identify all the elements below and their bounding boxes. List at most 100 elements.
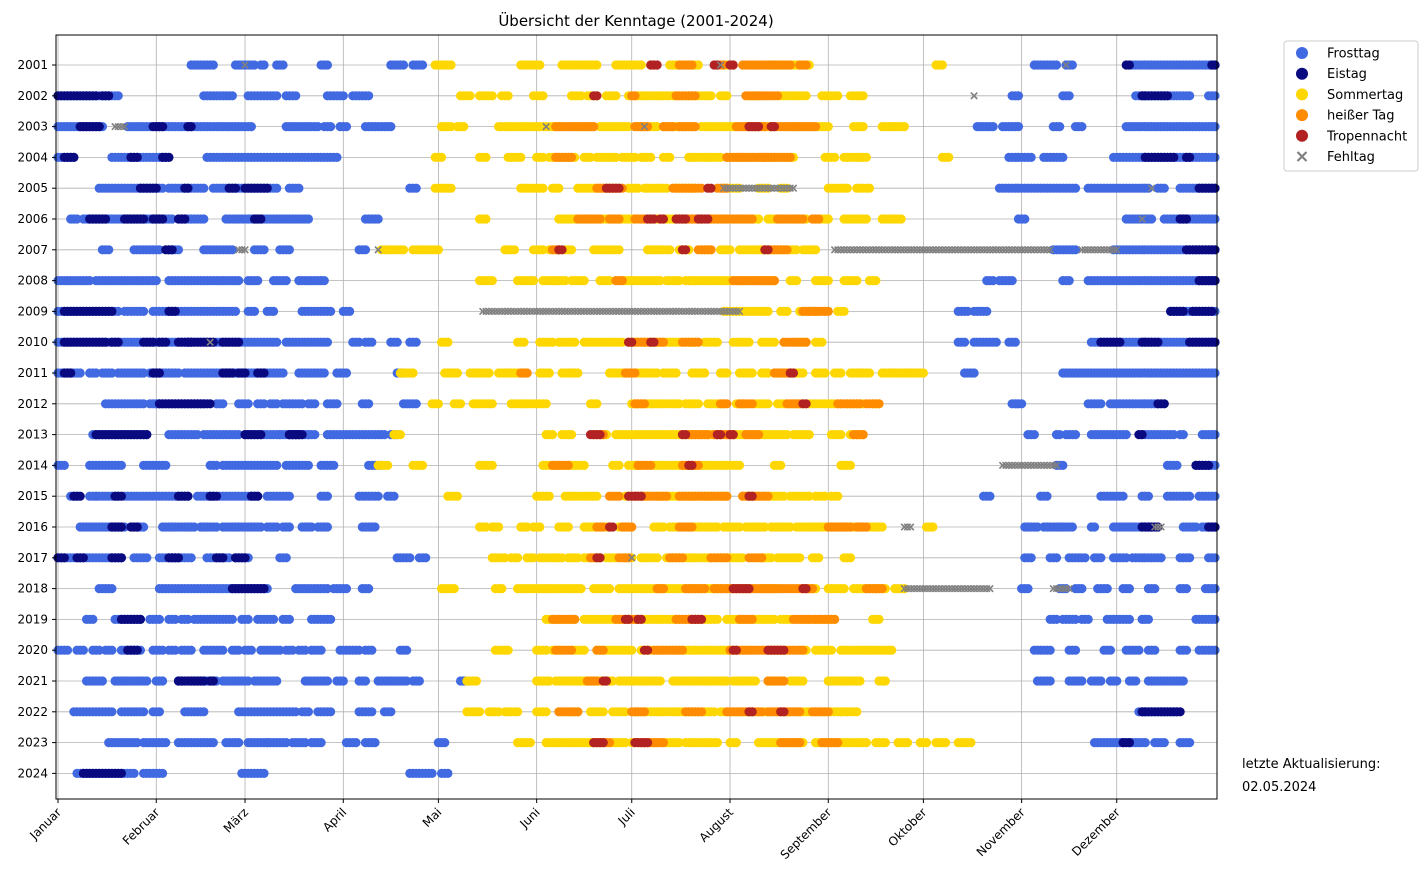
point <box>154 245 165 255</box>
point <box>804 430 814 440</box>
point <box>446 183 456 193</box>
point <box>1134 645 1144 655</box>
point <box>411 337 421 347</box>
point <box>395 430 405 440</box>
point <box>700 368 710 378</box>
point <box>116 460 126 470</box>
point <box>383 460 393 470</box>
point <box>158 676 168 686</box>
point <box>1210 183 1220 193</box>
point <box>1026 553 1036 563</box>
point <box>211 491 222 501</box>
point <box>665 245 675 255</box>
point <box>256 522 266 532</box>
point <box>259 245 269 255</box>
point <box>446 60 456 70</box>
point <box>322 337 333 347</box>
point <box>566 152 577 162</box>
point <box>138 214 149 224</box>
point <box>154 614 165 625</box>
point <box>576 584 586 594</box>
point <box>186 122 196 132</box>
point <box>1124 738 1135 748</box>
point <box>1191 522 1201 532</box>
point <box>69 152 79 162</box>
point <box>338 91 348 101</box>
point <box>734 460 745 470</box>
point <box>326 614 336 625</box>
point <box>538 183 548 193</box>
point <box>417 60 428 70</box>
point <box>167 245 177 255</box>
point <box>887 645 897 655</box>
point <box>373 214 383 224</box>
point <box>167 214 177 224</box>
point <box>135 614 146 625</box>
point <box>474 707 485 717</box>
point <box>1159 183 1169 193</box>
point <box>259 368 269 378</box>
point <box>218 645 228 655</box>
point <box>801 60 811 70</box>
point <box>579 460 589 470</box>
point <box>443 337 453 347</box>
point <box>326 122 336 132</box>
point <box>211 460 222 470</box>
point <box>1083 614 1093 625</box>
point <box>579 645 589 655</box>
point <box>570 337 580 347</box>
point <box>763 399 773 409</box>
point <box>227 614 237 625</box>
point <box>75 368 85 378</box>
point <box>547 430 558 440</box>
point <box>218 399 228 409</box>
point <box>921 738 932 748</box>
point <box>487 276 497 286</box>
point <box>1185 152 1195 162</box>
point <box>1070 245 1081 255</box>
point <box>1172 460 1182 470</box>
point <box>249 306 260 316</box>
point <box>192 430 203 440</box>
point <box>234 337 244 347</box>
point <box>452 368 463 378</box>
point <box>579 276 589 286</box>
point <box>199 214 209 224</box>
point <box>589 122 599 132</box>
point <box>341 584 352 594</box>
point <box>138 522 149 532</box>
point <box>173 368 184 378</box>
point <box>386 707 396 717</box>
point <box>256 430 266 440</box>
point <box>782 306 792 316</box>
point <box>763 306 773 316</box>
point <box>487 399 497 409</box>
point <box>345 306 355 316</box>
point <box>750 676 760 686</box>
point <box>402 645 412 655</box>
point <box>513 553 523 563</box>
point <box>706 91 716 101</box>
point <box>864 368 875 378</box>
point <box>864 183 875 193</box>
point <box>259 399 269 409</box>
point <box>1013 122 1024 132</box>
point <box>1064 91 1074 101</box>
point <box>272 676 282 686</box>
point <box>443 768 453 779</box>
point <box>1210 491 1220 501</box>
point <box>230 183 241 193</box>
data-points <box>53 60 1220 779</box>
point <box>234 738 244 748</box>
point <box>1115 337 1125 347</box>
point <box>1020 214 1030 224</box>
point <box>541 399 551 409</box>
point <box>272 460 282 470</box>
point <box>208 60 218 70</box>
point <box>1162 91 1173 101</box>
point <box>433 245 443 255</box>
point <box>313 122 323 132</box>
point <box>107 368 117 378</box>
point <box>795 553 805 563</box>
point <box>72 214 82 224</box>
